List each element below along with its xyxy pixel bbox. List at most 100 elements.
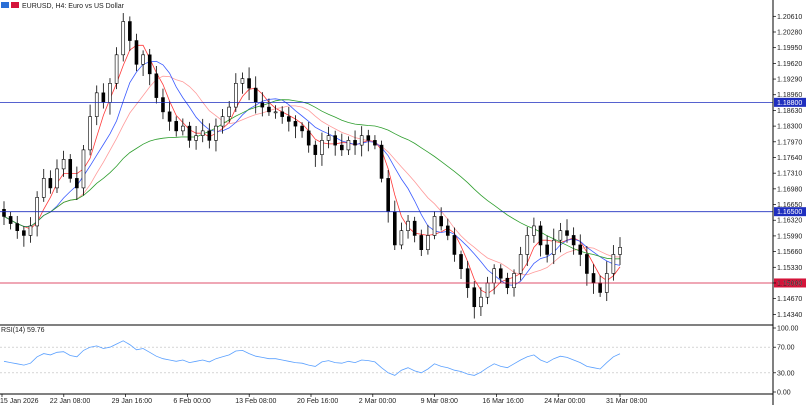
price-tick-label: 1.17310 (777, 171, 802, 178)
candle-body (565, 230, 569, 236)
candle-body (399, 230, 404, 246)
price-tick-label: 1.20610 (777, 14, 802, 21)
candle-body (247, 78, 251, 89)
candle-body (293, 121, 298, 127)
ma-fast-line (3, 44, 621, 295)
candle-body (234, 83, 238, 108)
candle-body (571, 235, 576, 246)
time-tick-label: 20 Feb 16:00 (297, 398, 338, 405)
price-tick-label: 1.14670 (777, 296, 802, 303)
candle-body (94, 92, 99, 117)
time-tick-label: 9 Mar 08:00 (421, 398, 458, 405)
price-tag (774, 207, 806, 217)
time-tick-label: 31 Mar 08:00 (606, 398, 647, 405)
candle-body (545, 244, 549, 255)
price-tick-label: 1.17970 (777, 139, 802, 146)
candle-body (167, 111, 172, 122)
candle-body (147, 54, 152, 75)
candle-body (161, 97, 165, 113)
candle-body (280, 111, 284, 117)
rsi-level-lines (0, 346, 773, 374)
candle-body (386, 178, 390, 212)
symbol-header: EURUSD, H4: Euro vs US Dollar (1, 2, 125, 10)
candle-body (578, 244, 583, 255)
price-tick-label: 1.19620 (777, 61, 802, 68)
price-tick-label: 1.19290 (777, 77, 802, 84)
price-axis: 1.20610 1.20280 1.19950 1.19620 1.19290 1.189… (773, 14, 802, 319)
candle-body (452, 235, 457, 255)
candle-body (121, 21, 126, 56)
candle-body (426, 235, 430, 250)
price-tag (774, 278, 806, 288)
candle-body (154, 73, 159, 98)
price-panel-background (0, 0, 773, 325)
candle-body (81, 149, 86, 189)
price-tick-label: 1.17640 (777, 155, 802, 162)
time-tick-label: 15 Jan 2026 (0, 398, 39, 405)
time-tick-label: 29 Jan 16:00 (112, 398, 153, 405)
candle-body (300, 125, 304, 132)
candle-body (108, 83, 112, 103)
price-tag-label: 1.16500 (777, 209, 802, 216)
candle-body (194, 135, 198, 141)
candle-body (340, 144, 344, 151)
price-tag-label: 1.15000 (777, 280, 802, 287)
candle-body (439, 216, 443, 227)
candle-body (267, 106, 271, 113)
candle-body (558, 230, 563, 241)
candle-body (538, 225, 543, 246)
candle-body (498, 268, 503, 279)
price-tick-label: 1.14340 (777, 312, 802, 319)
time-tick-label: 22 Jan 08:00 (50, 398, 91, 405)
candle-body (313, 144, 318, 155)
candle-body (253, 87, 258, 103)
candle-body (618, 247, 622, 255)
candle-body (392, 211, 397, 246)
rsi-tick-label: 100.00 (777, 326, 799, 333)
candle-body (320, 140, 324, 155)
buy-sell-icon (1, 2, 9, 8)
rsi-tick-label: 30.00 (777, 370, 795, 377)
candle-body (445, 225, 450, 236)
candle-body (287, 116, 291, 122)
price-tick-label: 1.16980 (777, 186, 802, 193)
candle-body (306, 130, 311, 146)
candle-body (55, 168, 59, 189)
price-tag (774, 97, 806, 107)
candle-body (551, 239, 556, 255)
price-tick-label: 1.15330 (777, 265, 802, 272)
price-tick-label: 1.16650 (777, 202, 802, 209)
candle-body (273, 111, 278, 114)
horizontal-lines[interactable]: 1.18800 1.16500 1.15000 (0, 97, 806, 288)
candle-body (200, 130, 205, 136)
candle-body (8, 216, 13, 224)
rsi-panel[interactable]: RSI(14) 59.76 100.00 70.00 30.00 0.00 (0, 326, 799, 397)
candle-body (512, 273, 516, 289)
price-tick-label: 1.15990 (777, 233, 802, 240)
rsi-tick-label: 70.00 (777, 345, 795, 352)
time-tick-label: 6 Feb 00:00 (173, 398, 210, 405)
candle-body (353, 140, 357, 146)
candle-body (412, 220, 417, 236)
candle-body (41, 178, 46, 198)
candle-body (485, 282, 490, 298)
main-price-panel[interactable]: 1.18800 1.16500 1.15000 (0, 0, 806, 325)
rsi-label: RSI(14) 59.76 (1, 327, 45, 334)
candle-body (220, 116, 225, 127)
candle-body (174, 121, 179, 132)
candle-body (68, 159, 73, 179)
candle-body (214, 125, 218, 141)
time-axis: 15 Jan 2026 22 Jan 08:00 29 Jan 16:00 6 Feb… (0, 394, 647, 405)
rsi-line (3, 340, 621, 376)
time-tick-label: 13 Feb 08:00 (235, 398, 276, 405)
ma-mid-line (3, 75, 621, 276)
candle-body (472, 287, 477, 308)
candle-body (591, 273, 596, 284)
candle-body (187, 125, 192, 141)
price-tick-label: 1.19950 (777, 45, 802, 52)
candle-body (598, 282, 602, 293)
candle-body (492, 268, 496, 284)
candle-body (207, 130, 212, 141)
candle-body (134, 40, 139, 65)
